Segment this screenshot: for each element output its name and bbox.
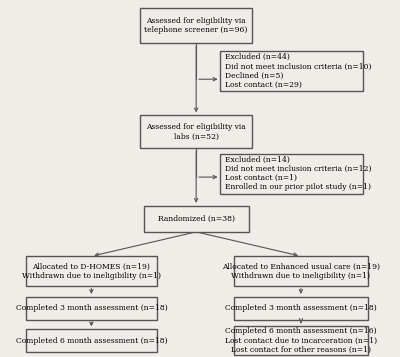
Text: Assessed for eligibility via
telephone screener (n=96): Assessed for eligibility via telephone s… xyxy=(144,17,248,34)
FancyBboxPatch shape xyxy=(26,297,157,320)
Text: Completed 3 month assessment (n=18): Completed 3 month assessment (n=18) xyxy=(16,304,167,312)
Text: Assessed for eligibility via
labs (n=52): Assessed for eligibility via labs (n=52) xyxy=(146,123,246,140)
Text: Excluded (n=44)
Did not meet inclusion criteria (n=10)
Declined (n=5)
Lost conta: Excluded (n=44) Did not meet inclusion c… xyxy=(225,53,372,89)
FancyBboxPatch shape xyxy=(140,8,252,43)
Text: Randomized (n=38): Randomized (n=38) xyxy=(158,215,235,223)
FancyBboxPatch shape xyxy=(220,154,363,193)
Text: Allocated to D-HOMES (n=19)
Withdrawn due to ineligibility (n=1): Allocated to D-HOMES (n=19) Withdrawn du… xyxy=(22,262,161,280)
FancyBboxPatch shape xyxy=(234,297,368,320)
FancyBboxPatch shape xyxy=(144,206,248,232)
Text: Completed 3 month assessment (n=18): Completed 3 month assessment (n=18) xyxy=(225,304,377,312)
FancyBboxPatch shape xyxy=(140,115,252,149)
Text: Excluded (n=14)
Did not meet inclusion criteria (n=12)
Lost contact (n=1)
Enroll: Excluded (n=14) Did not meet inclusion c… xyxy=(225,156,372,191)
Text: Allocated to Enhanced usual care (n=19)
Withdrawn due to ineligibility (n=1): Allocated to Enhanced usual care (n=19) … xyxy=(222,262,380,280)
FancyBboxPatch shape xyxy=(220,51,363,91)
Text: Completed 6 month assessment (n=16)
Lost contact due to incarceration (n=1)
Lost: Completed 6 month assessment (n=16) Lost… xyxy=(225,327,377,354)
FancyBboxPatch shape xyxy=(26,329,157,352)
Text: Completed 6 month assessment (n=18): Completed 6 month assessment (n=18) xyxy=(16,337,167,345)
FancyBboxPatch shape xyxy=(234,326,368,355)
FancyBboxPatch shape xyxy=(234,256,368,286)
FancyBboxPatch shape xyxy=(26,256,157,286)
